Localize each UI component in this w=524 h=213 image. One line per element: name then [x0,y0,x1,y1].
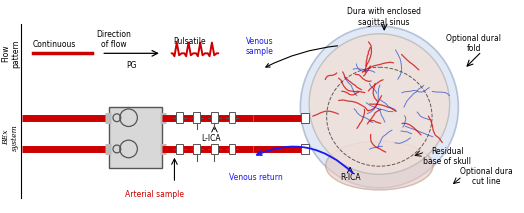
Text: Venous
sample: Venous sample [245,37,274,56]
Bar [211,112,218,123]
Text: Optional dura
cut line: Optional dura cut line [461,167,513,186]
Bar [109,107,162,168]
Bar [211,144,218,154]
Text: Flow
pattern: Flow pattern [1,39,20,68]
Bar [176,144,183,154]
Bar [193,144,200,154]
Bar [301,113,309,123]
Bar [228,112,235,123]
Text: BEx
system: BEx system [2,124,19,151]
Text: L-ICA: L-ICA [202,134,221,143]
Bar [176,112,183,123]
Text: Optional dural
fold: Optional dural fold [446,34,501,53]
FancyArrowPatch shape [266,46,337,67]
Text: Pulsatile: Pulsatile [173,37,206,46]
Ellipse shape [300,26,458,188]
Ellipse shape [309,34,450,174]
Text: Continuous: Continuous [33,40,77,49]
FancyArrowPatch shape [257,147,353,173]
Text: R-ICA: R-ICA [340,173,361,182]
Text: Venous return: Venous return [228,173,282,182]
Bar [301,144,309,154]
Text: Dura with enclosed
sagittal sinus: Dura with enclosed sagittal sinus [347,7,421,27]
Text: Arterial sample: Arterial sample [125,190,184,199]
Ellipse shape [326,141,433,190]
Text: Direction
of flow: Direction of flow [96,30,132,49]
Text: PG: PG [126,61,137,70]
Text: Residual
base of skull: Residual base of skull [423,147,471,166]
Bar [193,112,200,123]
Bar [228,144,235,154]
